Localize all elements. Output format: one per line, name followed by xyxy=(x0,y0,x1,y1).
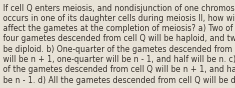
Text: occurs in one of its daughter cells during meiosis II, how will this: occurs in one of its daughter cells duri… xyxy=(3,14,235,23)
Text: be n - 1. d) All the gametes descended from cell Q will be diploid.: be n - 1. d) All the gametes descended f… xyxy=(3,76,235,85)
Text: four gametes descended from cell Q will be haploid, and two will: four gametes descended from cell Q will … xyxy=(3,34,235,43)
Text: be diploid. b) One-quarter of the gametes descended from cell Q: be diploid. b) One-quarter of the gamete… xyxy=(3,45,235,54)
Text: affect the gametes at the completion of meiosis? a) Two of the: affect the gametes at the completion of … xyxy=(3,24,235,33)
Text: will be n + 1, one-quarter will be n - 1, and half will be n. c) Half: will be n + 1, one-quarter will be n - 1… xyxy=(3,55,235,64)
Text: If cell Q enters meiosis, and nondisjunction of one chromosome: If cell Q enters meiosis, and nondisjunc… xyxy=(3,4,235,12)
Text: of the gametes descended from cell Q will be n + 1, and half will: of the gametes descended from cell Q wil… xyxy=(3,65,235,74)
